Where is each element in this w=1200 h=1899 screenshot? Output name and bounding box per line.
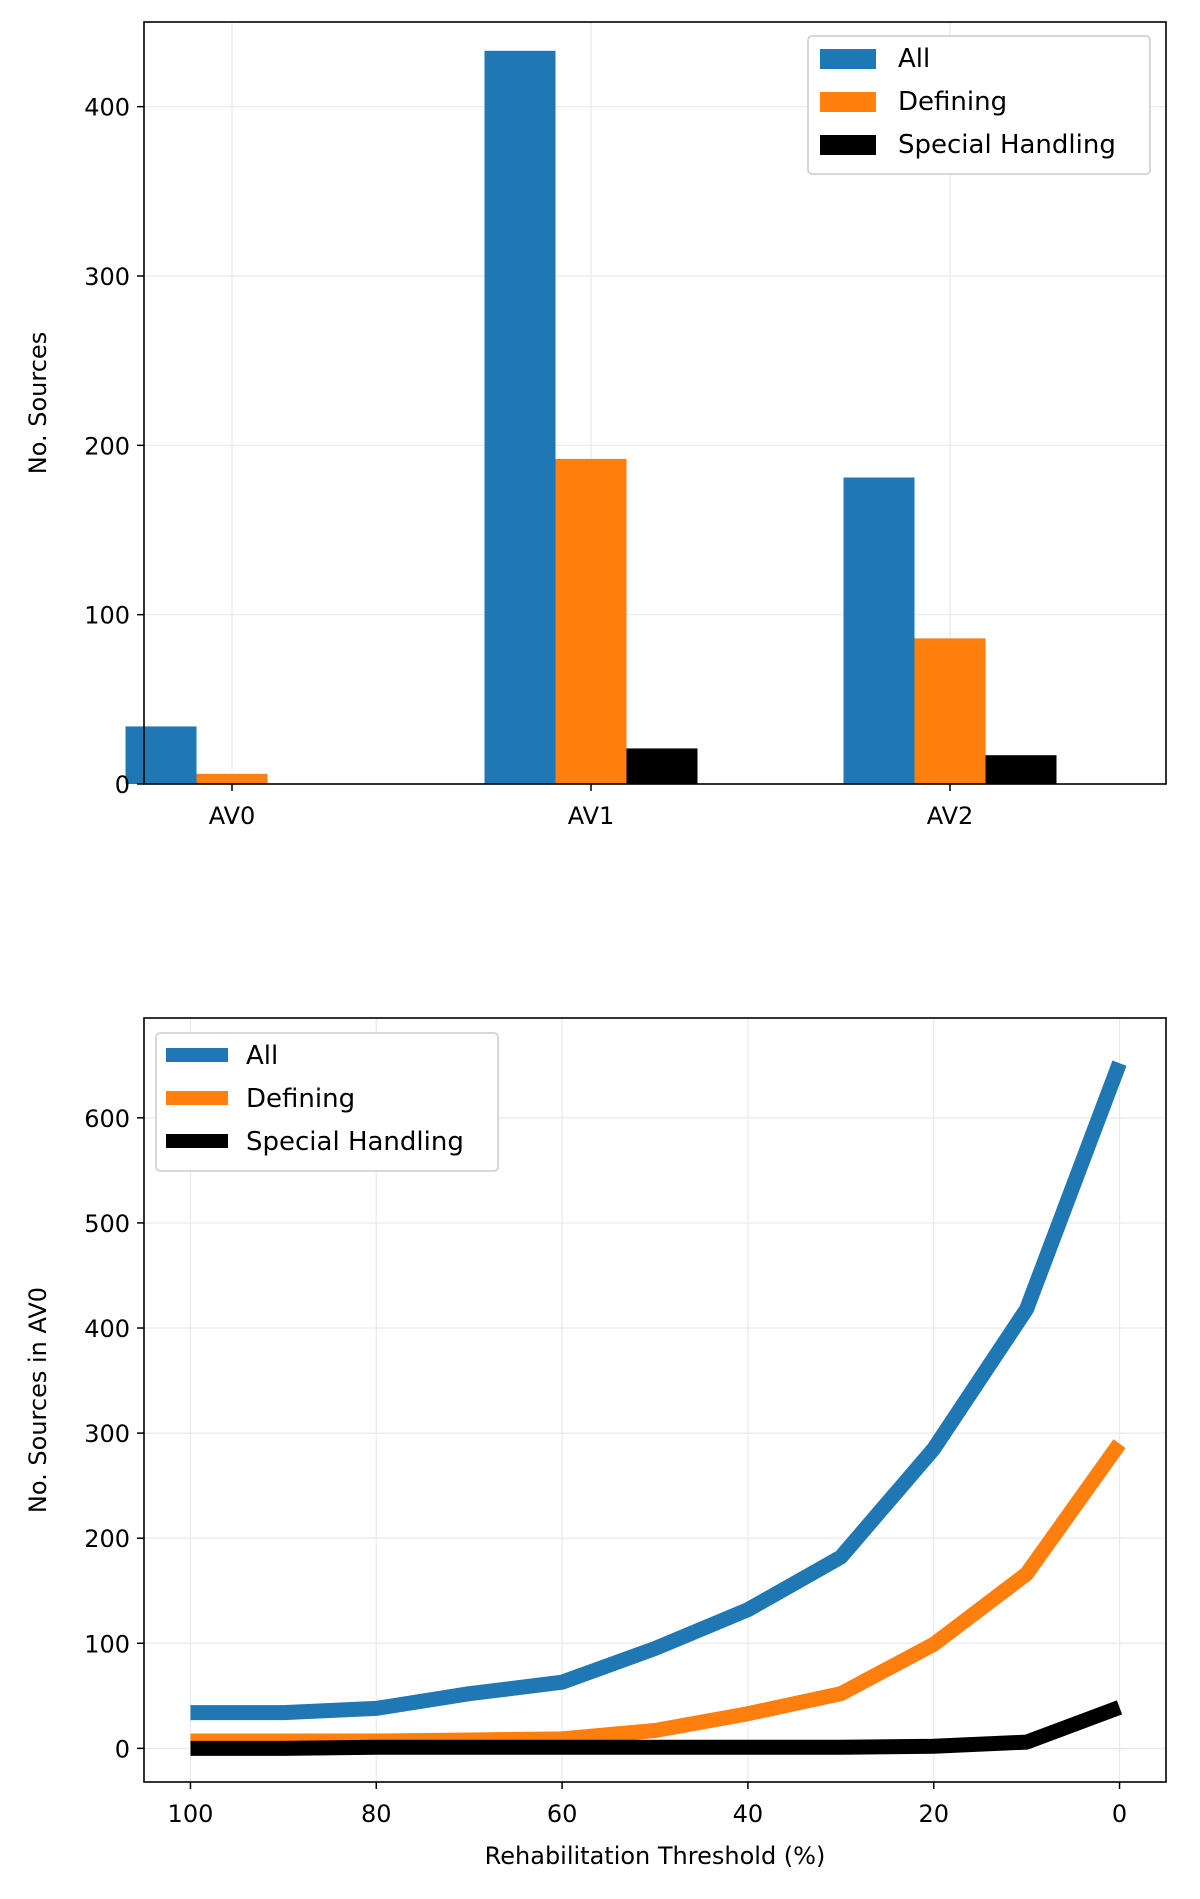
bar-chart-ylabel: No. Sources — [24, 332, 52, 474]
bar-chart-xtick-label: AV1 — [568, 802, 615, 830]
line-chart-ytick-label: 100 — [84, 1630, 130, 1658]
bar-chart-ytick-label: 300 — [84, 263, 130, 291]
bar-chart-legend-label: Defining — [898, 87, 1007, 117]
bar-chart-legend-swatch — [820, 92, 876, 112]
line-chart-legend-box — [155, 1032, 499, 1172]
bar-chart-xtick-label: AV2 — [927, 802, 974, 830]
bar-chart-legend-label: Special Handling — [898, 130, 1116, 160]
bar-chart-axes-frame — [143, 21, 1167, 785]
line-chart-ytick-label: 600 — [84, 1105, 130, 1133]
bar-defining-av0 — [196, 773, 268, 784]
bar-all-av2 — [843, 477, 915, 784]
line-chart-axes-frame — [143, 1017, 1167, 1783]
line-chart-xtick-label: 40 — [733, 1800, 764, 1828]
bar-chart-legend-swatch — [820, 135, 876, 155]
line-chart-ytick-label: 300 — [84, 1420, 130, 1448]
bar-chart-legend: All Defining Special Handling — [807, 35, 1151, 175]
line-chart-legend-label: All — [246, 1041, 278, 1071]
line-chart-ytick-label: 200 — [84, 1525, 130, 1553]
bar-chart-ytick-label: 0 — [115, 771, 130, 799]
bar-defining-av2 — [914, 638, 986, 784]
bar-chart-ytick-label: 100 — [84, 602, 130, 630]
line-chart-xtick-label: 100 — [168, 1800, 214, 1828]
bar-special-handling-av2 — [985, 755, 1057, 784]
line-chart-ytick-label: 500 — [84, 1210, 130, 1238]
line-chart-ytick-label: 0 — [115, 1735, 130, 1763]
line-chart-ylabel: No. Sources in AV0 — [24, 1287, 52, 1513]
line-chart-legend-label: Defining — [246, 1084, 355, 1114]
line-chart-xtick-label: 0 — [1112, 1800, 1127, 1828]
line-chart-ytick-label: 400 — [84, 1315, 130, 1343]
line-chart-xtick-label: 60 — [547, 1800, 578, 1828]
bar-chart-ytick-label: 200 — [84, 432, 130, 460]
bar-chart-legend-swatch — [820, 49, 876, 69]
line-chart-series — [190, 1060, 1127, 1756]
line-chart-legend: All Defining Special Handling — [155, 1032, 499, 1172]
bar-chart-bars — [125, 50, 1057, 784]
line-chart-xlabel: Rehabilitation Threshold (%) — [485, 1842, 826, 1870]
line-chart-xtick-label: 20 — [918, 1800, 949, 1828]
line-chart-xtick-label: 80 — [361, 1800, 392, 1828]
line-chart-legend-label: Special Handling — [246, 1127, 464, 1157]
bar-chart-legend-box — [807, 35, 1151, 175]
bar-chart-legend-label: All — [898, 44, 930, 74]
bar-defining-av1 — [555, 458, 627, 784]
bar-chart-ytick-label: 400 — [84, 94, 130, 122]
bar-special-handling-av1 — [626, 748, 698, 784]
bar-all-av1 — [484, 50, 556, 784]
bar-all-av0 — [125, 726, 197, 784]
line-all — [190, 1060, 1127, 1721]
bar-chart-xtick-label: AV0 — [209, 802, 256, 830]
line-special-handling — [190, 1700, 1123, 1756]
